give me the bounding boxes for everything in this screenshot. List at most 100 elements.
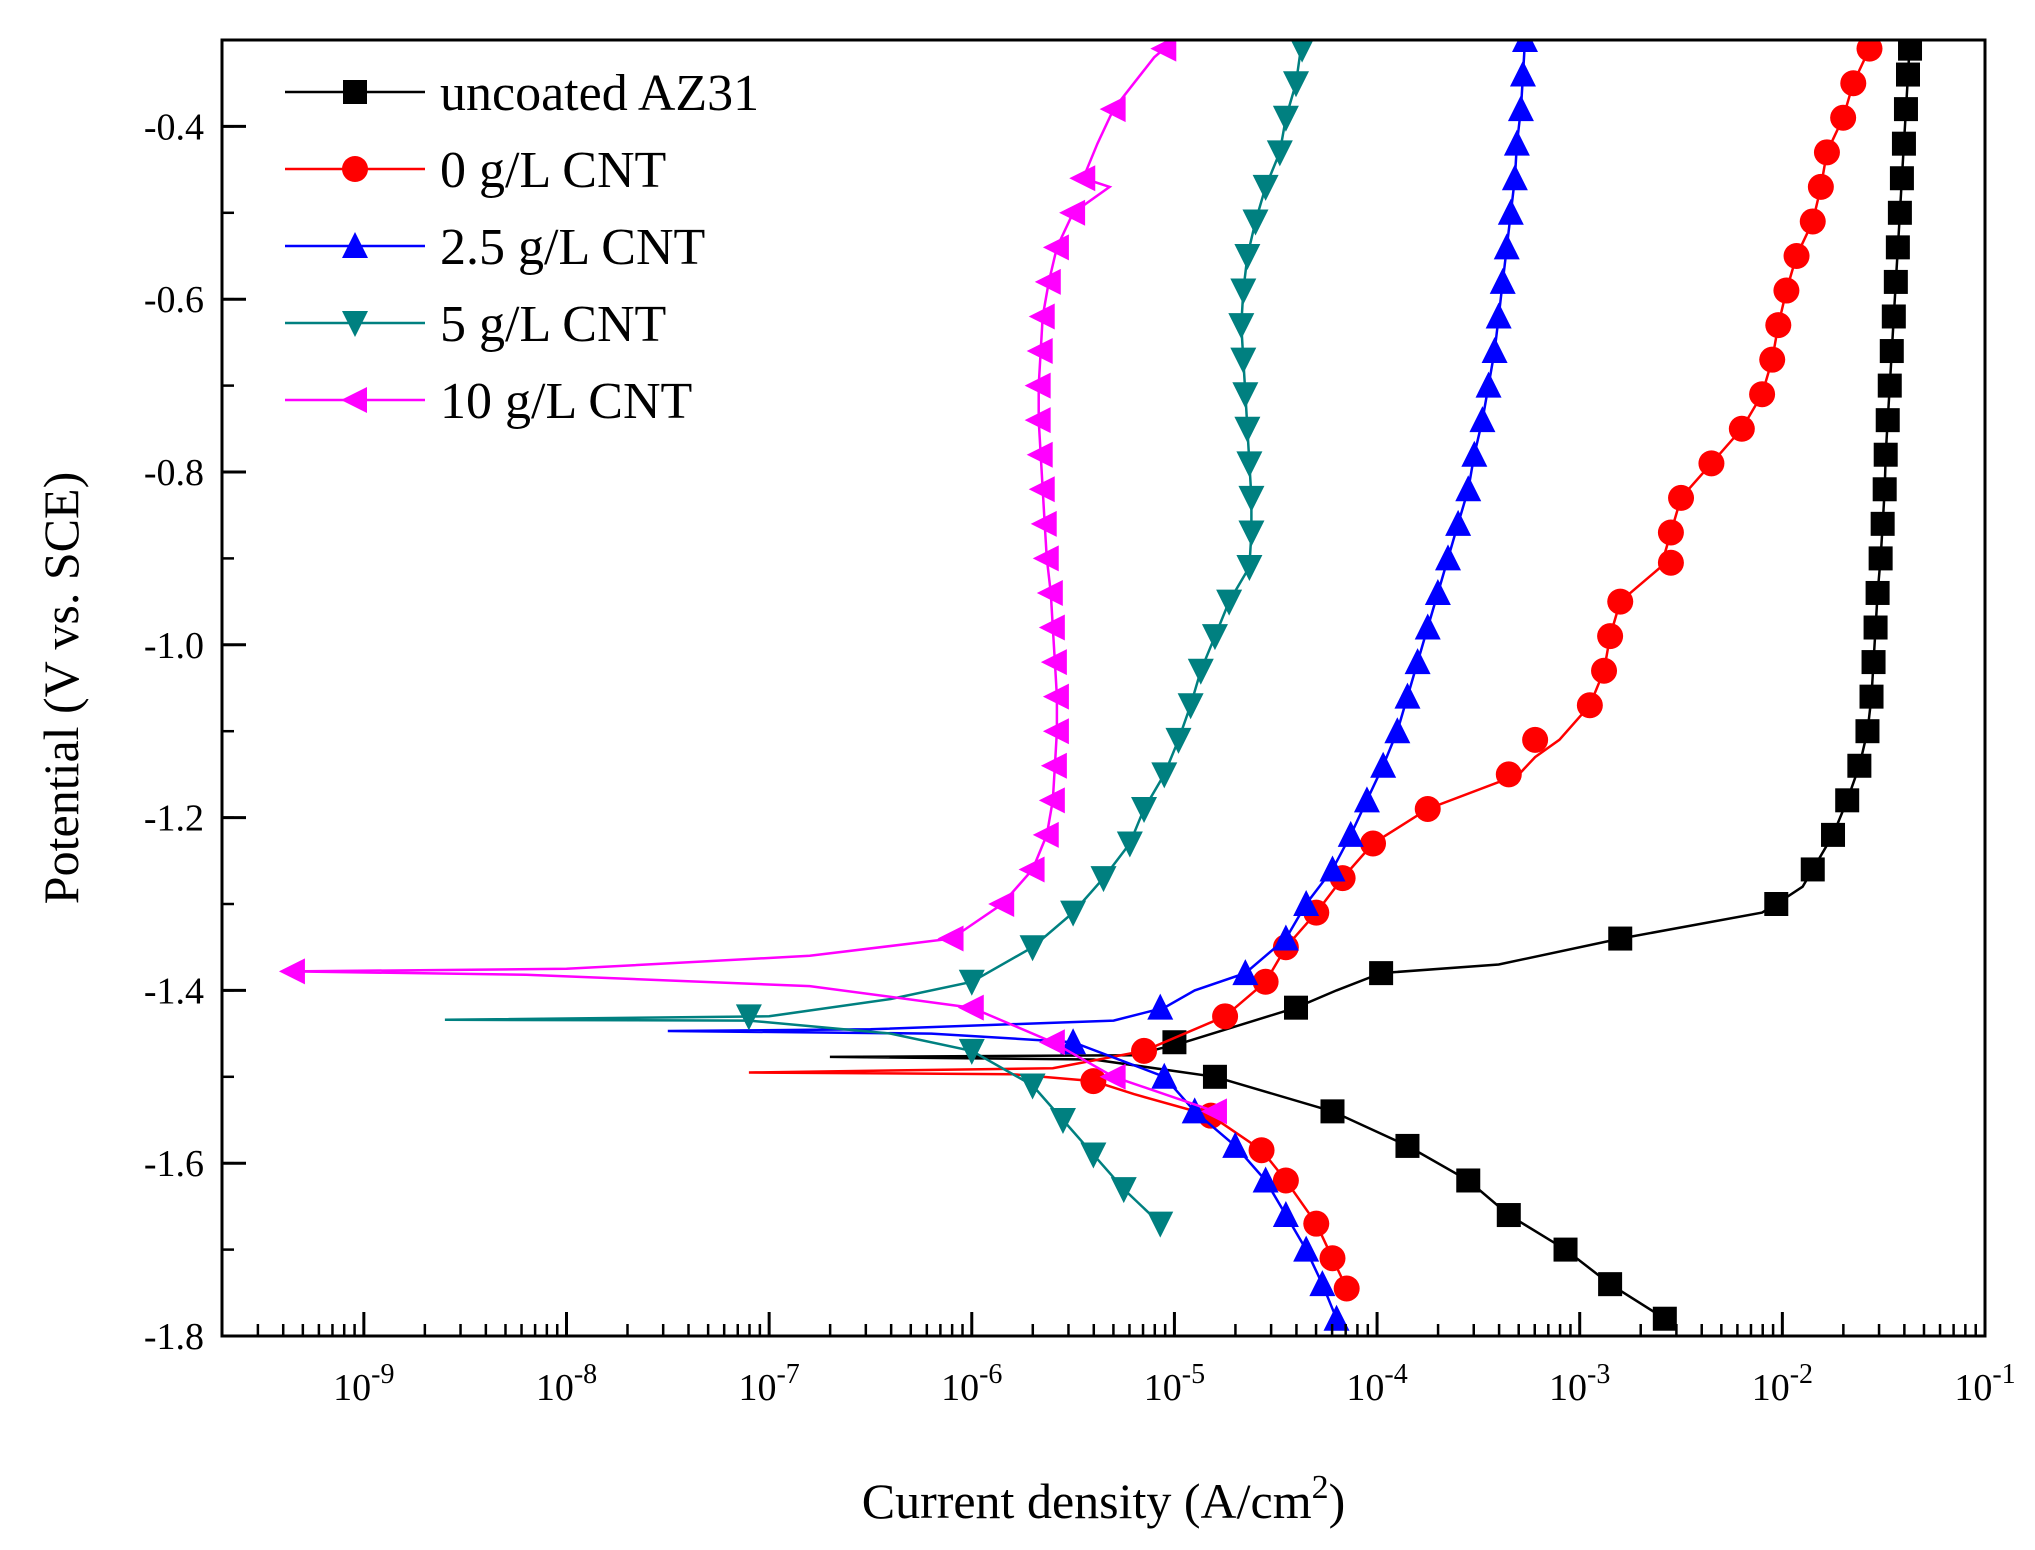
data-point: [1038, 1029, 1065, 1056]
data-point: [1200, 1098, 1227, 1125]
data-point: [957, 994, 984, 1021]
data-point: [1026, 338, 1053, 365]
data-point: [1323, 1304, 1350, 1331]
data-point: [1236, 555, 1263, 582]
data-point: [1522, 726, 1549, 753]
data-point: [1216, 589, 1243, 616]
x-tick-label: 10-2: [1752, 1359, 1813, 1409]
data-point: [1576, 692, 1603, 719]
data-point: [1395, 1133, 1420, 1158]
data-point: [1598, 1272, 1623, 1297]
data-point: [1266, 140, 1293, 167]
series-10-g-l-cnt: [278, 40, 1227, 1125]
data-point: [1360, 830, 1387, 857]
legend-entry-10-g-l-cnt: 10 g/L CNT: [285, 373, 692, 430]
data-point: [1293, 890, 1320, 916]
data-point: [1783, 243, 1810, 269]
x-tick-label: 10-5: [1144, 1359, 1205, 1409]
data-point: [1591, 657, 1618, 684]
data-point: [1252, 1166, 1279, 1193]
data-point: [278, 958, 305, 985]
data-point: [988, 891, 1015, 917]
data-point: [1042, 683, 1069, 710]
data-point: [1461, 440, 1488, 467]
legend-entry-uncoated-az31: uncoated AZ31: [285, 65, 759, 122]
series-line: [829, 40, 1912, 1320]
data-point: [1764, 892, 1789, 916]
data-point: [1228, 313, 1255, 340]
data-point: [1272, 1167, 1299, 1194]
data-point: [1319, 1245, 1346, 1272]
data-point: [1800, 857, 1825, 882]
data-point: [1238, 485, 1265, 512]
data-point: [1236, 451, 1263, 478]
data-point: [1384, 717, 1411, 744]
data-point: [1337, 820, 1364, 847]
data-point: [1333, 1275, 1360, 1302]
y-tick-label: -0.6: [144, 279, 204, 321]
data-point: [1840, 70, 1867, 97]
data-point: [1489, 267, 1516, 294]
data-point: [1597, 623, 1624, 650]
data-point: [1032, 545, 1059, 572]
data-point: [1493, 233, 1520, 260]
data-point: [1889, 166, 1914, 191]
y-tick-label: -0.8: [144, 452, 204, 494]
data-point: [1131, 1037, 1158, 1064]
x-tick-label: 10-8: [536, 1359, 597, 1409]
data-point: [1898, 40, 1923, 61]
data-point: [1181, 1097, 1208, 1124]
data-point: [1485, 302, 1512, 329]
data-point: [1028, 303, 1055, 330]
legend-label: uncoated AZ31: [440, 65, 759, 122]
data-point: [1290, 40, 1314, 63]
data-point: [1110, 1177, 1137, 1204]
legend-entry-0-g-l-cnt: 0 g/L CNT: [285, 142, 666, 199]
data-point: [1652, 1306, 1677, 1331]
data-point: [1232, 382, 1259, 409]
data-point: [1813, 139, 1840, 166]
data-point: [1891, 131, 1916, 156]
data-point: [1657, 549, 1684, 576]
data-point: [1495, 761, 1522, 788]
x-tick-label: 10-9: [333, 1359, 394, 1409]
data-point: [1887, 200, 1912, 225]
data-point: [1394, 682, 1421, 709]
data-point: [1319, 855, 1346, 882]
data-point: [1445, 509, 1472, 536]
data-point: [1019, 935, 1046, 962]
data-point: [1272, 105, 1299, 132]
legend-marker: [341, 387, 367, 413]
data-point: [1728, 415, 1755, 442]
data-point: [1856, 40, 1883, 62]
data-point: [1501, 164, 1528, 191]
data-point: [958, 1038, 985, 1065]
data-point: [1032, 821, 1059, 848]
data-point: [1018, 856, 1045, 883]
data-point: [1234, 416, 1261, 443]
data-point: [1248, 1137, 1275, 1164]
data-point: [1414, 795, 1441, 822]
data-point: [1749, 381, 1776, 408]
legend: uncoated AZ31 0 g/L CNT 2.5 g/L CNT 5 g/L C…: [285, 65, 759, 430]
data-point: [1028, 476, 1055, 503]
data-point: [1861, 650, 1886, 675]
plot-frame: [220, 38, 1987, 1338]
data-point: [1242, 209, 1269, 236]
data-point: [1773, 277, 1800, 304]
data-point: [1099, 1063, 1126, 1090]
data-point: [1040, 649, 1067, 676]
data-point: [1353, 786, 1380, 813]
data-point: [1872, 477, 1897, 502]
data-point: [1404, 648, 1431, 675]
data-point: [1607, 588, 1634, 615]
data-point: [1507, 95, 1534, 122]
series-line: [292, 40, 1216, 1113]
data-point: [937, 925, 964, 952]
data-point: [958, 969, 985, 996]
data-point: [1799, 208, 1826, 235]
data-point: [1252, 968, 1279, 995]
y-axis-title: Potential (V vs. SCE): [33, 472, 89, 904]
data-point: [1469, 406, 1496, 433]
